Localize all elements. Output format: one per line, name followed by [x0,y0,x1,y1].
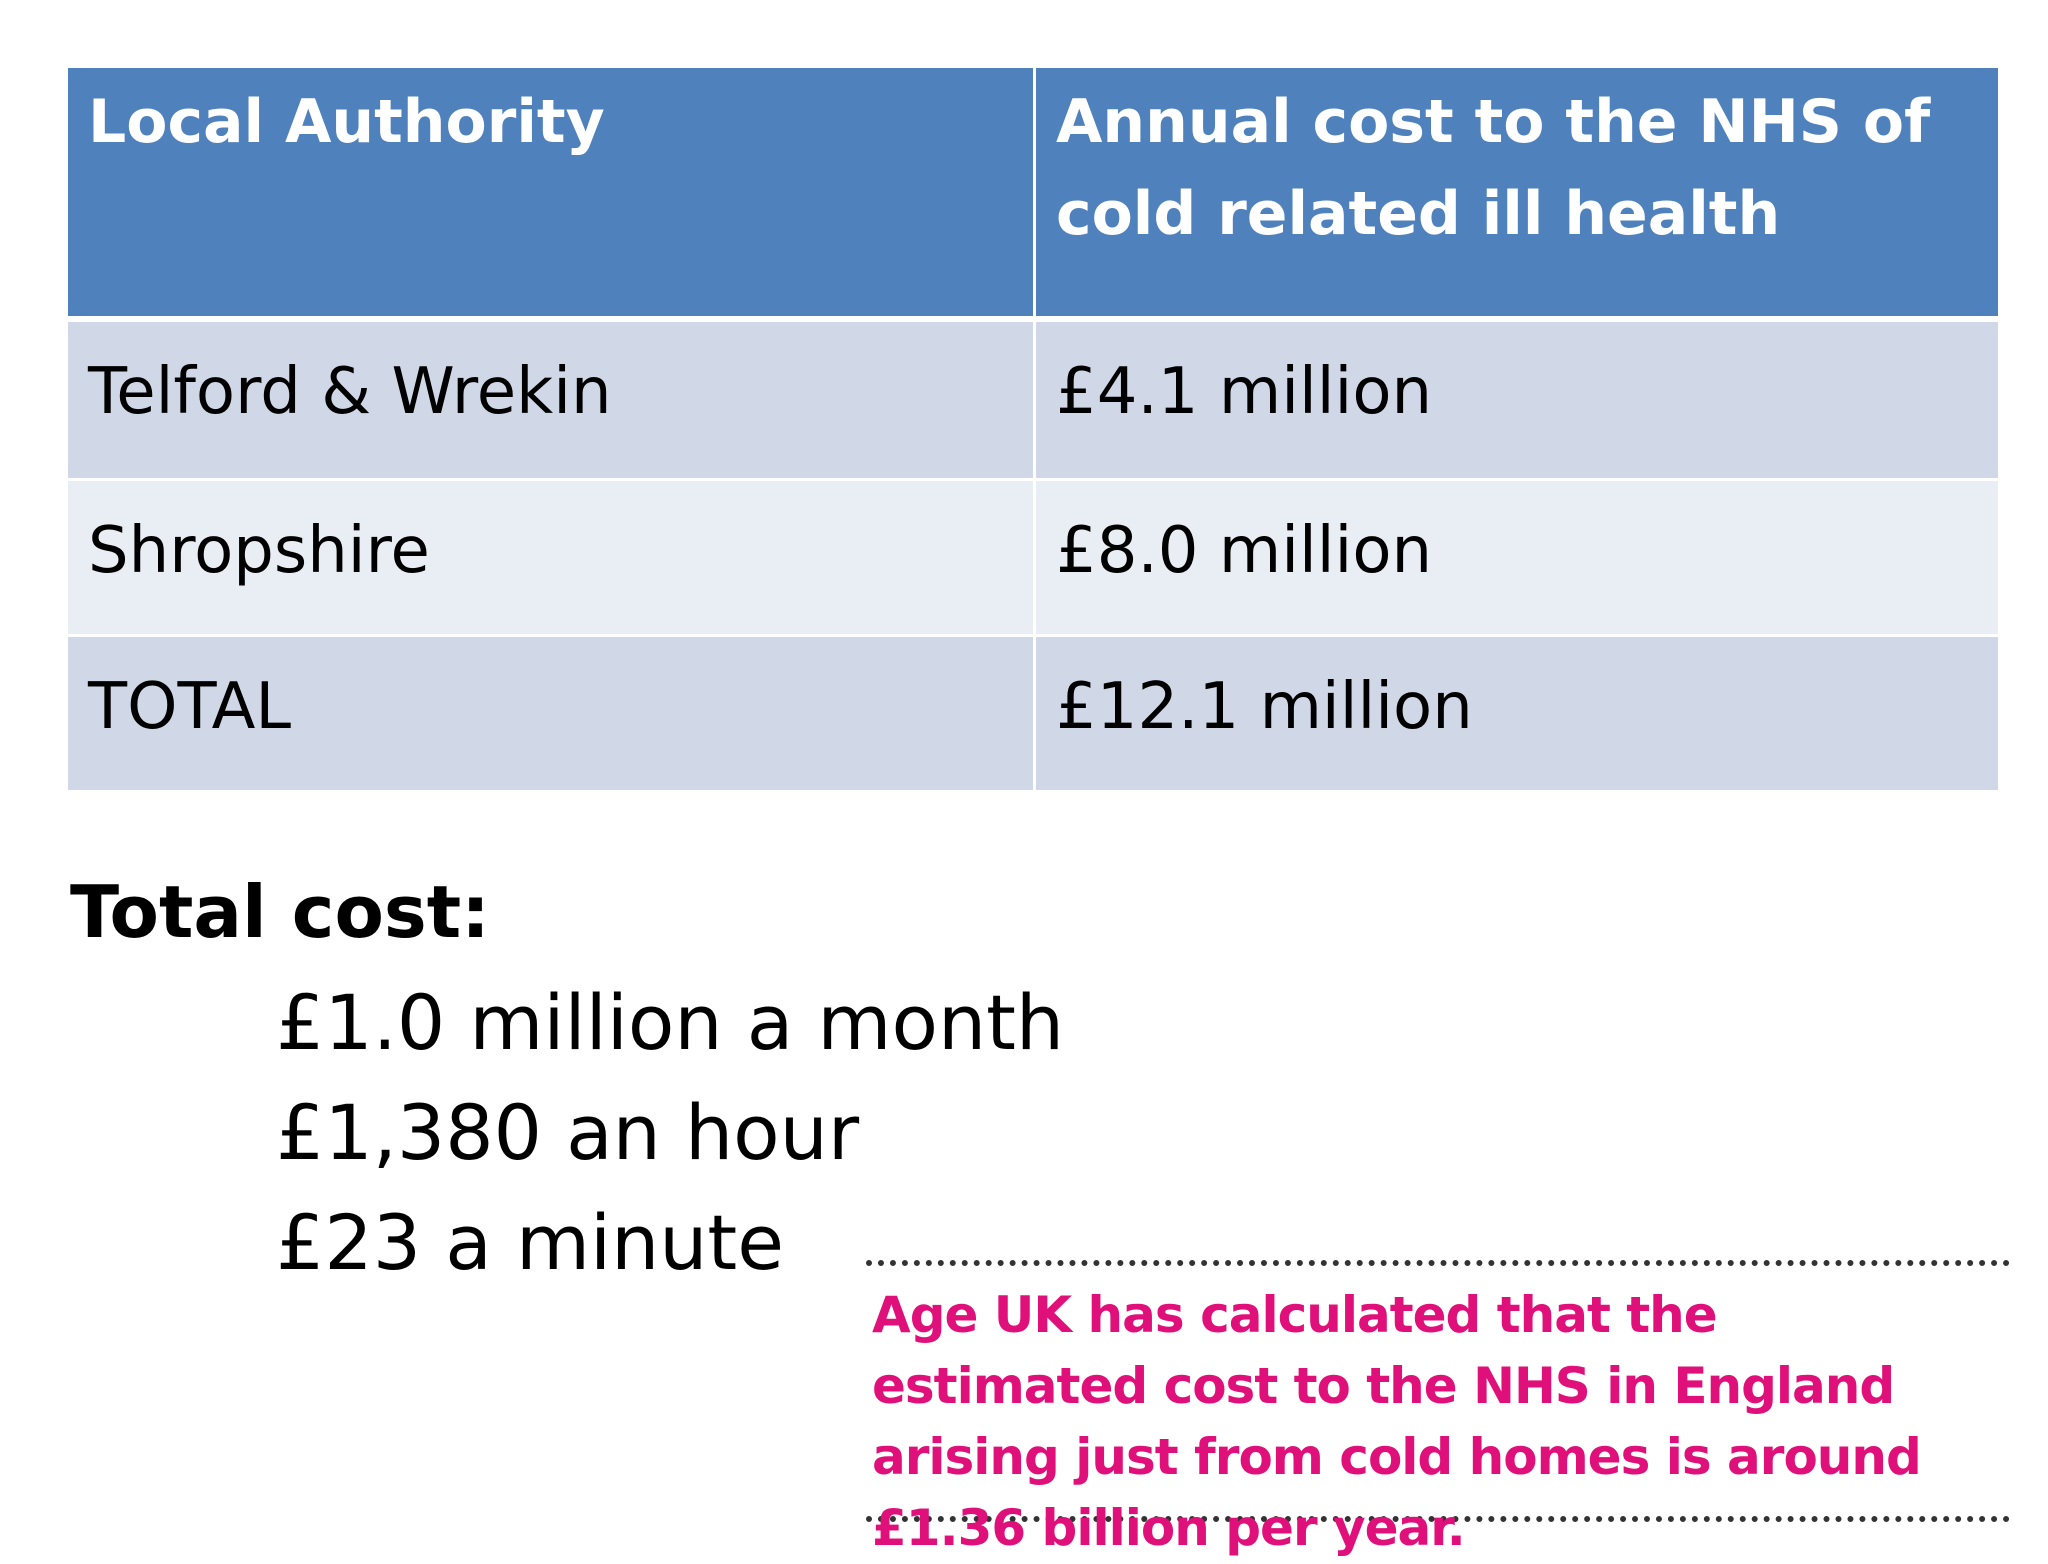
callout-text: Age UK has calculated that the estimated… [872,1286,1922,1557]
cell-cost: £8.0 million [1033,478,1998,634]
total-cost-per-minute: £23 a minute [276,1198,784,1287]
cell-authority: Telford & Wrekin [68,322,1033,478]
total-cost-list: £1.0 million a month £1,380 an hour £23 … [276,968,1064,1298]
cell-cost: £4.1 million [1033,322,1998,478]
header-row: Local Authority Annual cost to the NHS o… [68,68,1998,322]
cell-authority: Shropshire [68,478,1033,634]
table-body: Telford & Wrekin £4.1 million Shropshire… [68,322,1998,790]
cell-cost: £12.1 million [1033,634,1998,790]
table-row: Shropshire £8.0 million [68,478,1998,634]
total-cost-heading: Total cost: [70,870,490,954]
cell-authority: TOTAL [68,634,1033,790]
total-cost-monthly: £1.0 million a month [276,978,1065,1067]
cost-table: Local Authority Annual cost to the NHS o… [68,68,1998,790]
header-annual-cost: Annual cost to the NHS of cold related i… [1033,68,1998,322]
table-row: Telford & Wrekin £4.1 million [68,322,1998,478]
total-cost-hourly: £1,380 an hour [276,1088,860,1177]
age-uk-callout: Age UK has calculated that the estimated… [866,1260,2010,1557]
header-local-authority: Local Authority [68,68,1033,322]
table-row: TOTAL £12.1 million [68,634,1998,790]
table-header: Local Authority Annual cost to the NHS o… [68,68,1998,322]
